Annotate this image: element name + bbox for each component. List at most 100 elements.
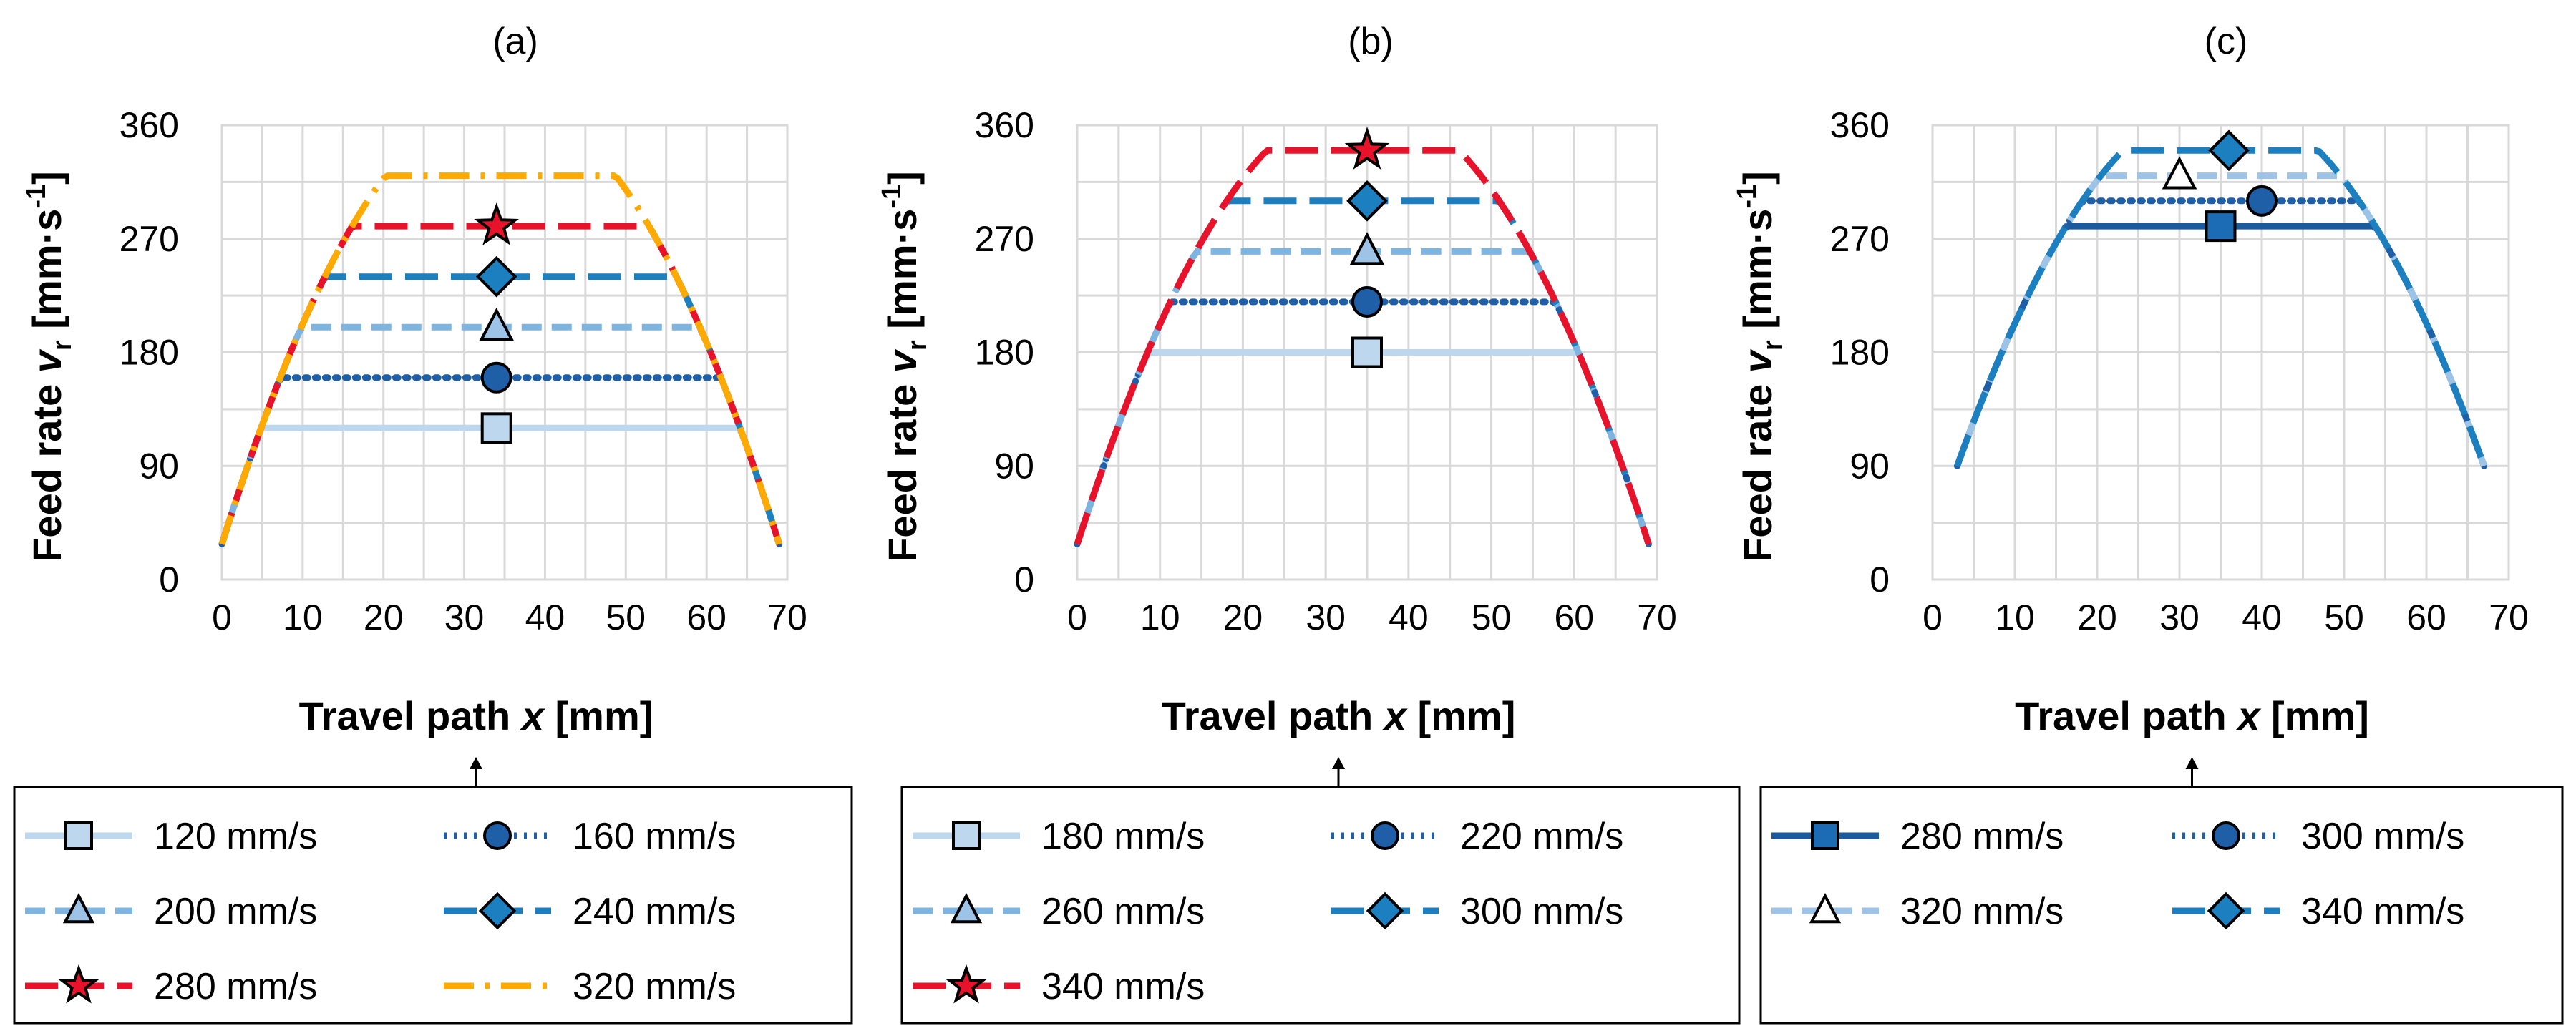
chart-title: (c) bbox=[2205, 21, 2248, 62]
y-tick-label: 270 bbox=[975, 219, 1034, 259]
x-tick-label: 70 bbox=[767, 597, 807, 637]
x-tick-label: 50 bbox=[1472, 597, 1512, 637]
legend-label: 180 mm/s bbox=[1041, 816, 1205, 857]
y-tick-label: 90 bbox=[1850, 446, 1890, 486]
y-tick-label: 0 bbox=[1014, 559, 1034, 600]
x-tick-label: 70 bbox=[1637, 597, 1677, 637]
x-axis-label: Travel path x [mm] bbox=[2015, 693, 2369, 738]
legend-marker bbox=[1809, 892, 1842, 924]
legend-arrowhead bbox=[470, 757, 482, 769]
series-marker bbox=[2208, 130, 2250, 172]
x-tick-label: 20 bbox=[1223, 597, 1263, 637]
series-marker bbox=[1346, 180, 1388, 222]
y-tick-label: 270 bbox=[1830, 219, 1890, 259]
legend-marker bbox=[62, 892, 95, 924]
legend-label: 340 mm/s bbox=[2301, 891, 2464, 932]
y-tick-label: 360 bbox=[1830, 105, 1890, 145]
x-tick-label: 60 bbox=[1554, 597, 1594, 637]
legend-marker bbox=[952, 821, 981, 850]
y-axis-label: Feed rate vr [mm·s-1] bbox=[877, 171, 933, 562]
y-tick-label: 90 bbox=[139, 446, 179, 486]
series-lines bbox=[1074, 127, 1652, 548]
legend-marker bbox=[64, 821, 93, 850]
series-marker bbox=[479, 307, 515, 341]
legend-marker bbox=[1811, 821, 1839, 850]
legend-marker bbox=[2212, 821, 2240, 850]
x-tick-label: 10 bbox=[1995, 597, 2035, 637]
x-tick-label: 20 bbox=[364, 597, 404, 637]
gridlines bbox=[220, 124, 789, 581]
legend-arrowhead bbox=[1332, 757, 1345, 769]
legend-label: 300 mm/s bbox=[2301, 816, 2464, 857]
series-line bbox=[1954, 147, 2487, 467]
chart-c: (c) 0 10 20 30 40 50 60 70 0 90 180 270 360 Travel pat… bbox=[1732, 21, 2564, 1025]
legend-marker bbox=[946, 964, 987, 1004]
series-marker bbox=[480, 412, 512, 444]
x-tick-label: 10 bbox=[1140, 597, 1180, 637]
legend-label: 240 mm/s bbox=[573, 891, 736, 932]
y-tick-label: 180 bbox=[1830, 333, 1890, 373]
legend-marker bbox=[950, 892, 983, 924]
x-tick-label: 30 bbox=[2159, 597, 2200, 637]
chart-a: (a) 0 10 20 30 40 50 60 70 0 90 180 270 360 Travel pat… bbox=[13, 21, 853, 1025]
gridlines bbox=[1931, 124, 2510, 581]
legend-label: 320 mm/s bbox=[1900, 891, 2064, 932]
x-tick-label: 40 bbox=[1389, 597, 1429, 637]
series-marker bbox=[475, 255, 517, 298]
series-marker bbox=[480, 361, 512, 394]
x-tick-label: 20 bbox=[2077, 597, 2117, 637]
series-marker bbox=[2162, 156, 2197, 190]
series-lines bbox=[218, 172, 783, 548]
series-marker bbox=[1351, 336, 1383, 368]
legend: 280 mm/s 300 mm/s 320 mm/s 340 mm/s bbox=[1759, 786, 2564, 1025]
series-line bbox=[218, 172, 782, 545]
y-tick-label: 180 bbox=[975, 333, 1034, 373]
legend-marker bbox=[2207, 891, 2245, 930]
x-axis-label: Travel path x [mm] bbox=[299, 693, 653, 738]
x-tick-label: 0 bbox=[1923, 597, 1943, 637]
series-marker bbox=[2246, 185, 2278, 217]
legend-box bbox=[900, 786, 1741, 1025]
x-tick-label: 70 bbox=[2489, 597, 2529, 637]
legend-label: 320 mm/s bbox=[573, 966, 736, 1007]
legend-label: 260 mm/s bbox=[1041, 891, 1205, 932]
legend-marker bbox=[478, 891, 517, 930]
y-axis-label: Feed rate vr [mm·s-1] bbox=[21, 171, 77, 562]
x-tick-label: 40 bbox=[2242, 597, 2282, 637]
legend: 120 mm/s 160 mm/s 200 mm/s 240 mm/s 280 mm/s… bbox=[13, 786, 853, 1025]
legend-label: 300 mm/s bbox=[1460, 891, 1623, 932]
y-tick-label: 0 bbox=[1870, 559, 1890, 600]
y-axis-label: Feed rate vr [mm·s-1] bbox=[1732, 171, 1788, 562]
legend-marker bbox=[58, 964, 99, 1004]
legend-label: 120 mm/s bbox=[154, 816, 317, 857]
legend-label: 280 mm/s bbox=[154, 966, 317, 1007]
series-marker bbox=[1349, 232, 1385, 265]
y-tick-label: 360 bbox=[975, 105, 1034, 145]
y-tick-label: 360 bbox=[120, 105, 179, 145]
x-tick-label: 60 bbox=[2406, 597, 2446, 637]
series-marker bbox=[1351, 285, 1383, 318]
series-lines bbox=[1954, 130, 2487, 469]
legend-label: 200 mm/s bbox=[154, 891, 317, 932]
legend-marker bbox=[1371, 821, 1399, 850]
x-tick-label: 10 bbox=[283, 597, 323, 637]
series-marker bbox=[1344, 127, 1390, 170]
legend: 180 mm/s 220 mm/s 260 mm/s 300 mm/s 340 mm/s bbox=[900, 786, 1741, 1025]
y-tick-label: 90 bbox=[994, 446, 1034, 486]
legend-marker bbox=[1366, 891, 1404, 930]
series-marker bbox=[2205, 210, 2237, 243]
x-tick-label: 30 bbox=[1306, 597, 1346, 637]
x-axis-label: Travel path x [mm] bbox=[1162, 693, 1516, 738]
legend-arrowhead bbox=[2185, 757, 2199, 769]
x-tick-label: 0 bbox=[1067, 597, 1087, 637]
y-tick-label: 270 bbox=[120, 219, 179, 259]
legend-box bbox=[1759, 786, 2564, 1025]
x-tick-label: 50 bbox=[2324, 597, 2364, 637]
chart-b: (b) 0 10 20 30 40 50 60 70 0 90 180 270 360 Travel pat… bbox=[877, 21, 1741, 1025]
chart-title: (a) bbox=[492, 21, 538, 62]
chart-title: (b) bbox=[1348, 21, 1394, 62]
x-tick-label: 40 bbox=[525, 597, 565, 637]
legend-label: 220 mm/s bbox=[1460, 816, 1623, 857]
y-tick-label: 180 bbox=[120, 333, 179, 373]
